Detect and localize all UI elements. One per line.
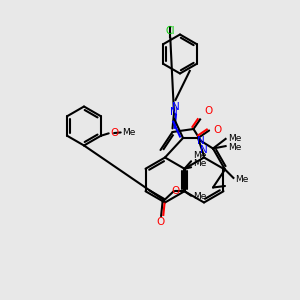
Text: Cl: Cl bbox=[166, 26, 175, 36]
Text: Me: Me bbox=[228, 134, 242, 142]
Text: Me: Me bbox=[193, 192, 206, 201]
Text: O: O bbox=[171, 186, 180, 196]
Text: N: N bbox=[170, 107, 178, 117]
Text: O: O bbox=[156, 217, 165, 227]
Text: O: O bbox=[110, 128, 119, 138]
Text: Me: Me bbox=[122, 128, 136, 137]
Text: O: O bbox=[204, 106, 212, 116]
Text: N: N bbox=[197, 136, 205, 146]
Text: Me: Me bbox=[228, 142, 242, 152]
Text: Me: Me bbox=[193, 151, 206, 160]
Text: N: N bbox=[172, 101, 179, 112]
Text: O: O bbox=[213, 124, 221, 135]
Text: Me: Me bbox=[193, 159, 206, 168]
Text: Me: Me bbox=[236, 176, 249, 184]
Text: N: N bbox=[200, 145, 208, 155]
